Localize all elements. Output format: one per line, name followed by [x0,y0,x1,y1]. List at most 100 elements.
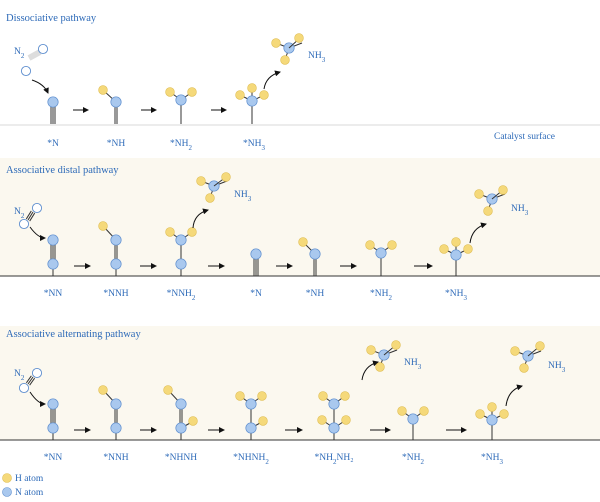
alternating-molecules: N2 NH3 NH3 [14,340,566,440]
h-atom [235,90,245,100]
n2-atom-outline [37,43,49,55]
triple-bond [29,377,36,386]
h-atom [280,55,290,65]
distal-molecules: N2 NH3 NH3 [14,172,529,276]
n-atom [245,398,257,410]
adsorb-arrow [29,391,46,407]
n2-label: N2 [14,47,25,60]
dissociative-section: Dissociative pathway Catalyst surface N2… [0,13,600,152]
triple-bond [27,376,34,385]
n2-label: N2 [14,369,25,382]
catalyst-surface-label: Catalyst surface [494,131,555,142]
n2-atom-outline [31,367,43,379]
h-atom [98,85,108,95]
n2-atom-outline [18,218,30,230]
h-atom [499,409,509,419]
triple-bond [29,212,36,222]
triple-bond [25,210,32,220]
species-label-distal-1: *NN [44,289,63,299]
n2-atom-outline [18,382,30,394]
h-atom [366,345,376,355]
n-atom [450,249,462,261]
nh3-product-label: NH3 [234,190,252,203]
alternating-band [0,326,600,440]
n-atom [47,96,59,108]
release-arrow-2 [505,384,523,407]
h-atom [235,391,245,401]
alternating-labels: *NN *NNH *NHNH *NHNH2 *NH2NH₂ *NH2 *NH3 [44,453,504,466]
n-atom [175,422,187,434]
h-atom [535,341,545,351]
h-atom [165,87,175,97]
n-atom [309,248,321,260]
species-label-alternating-3: *NHNH [165,453,197,463]
n2-atom-outline [31,202,43,214]
h-atom [439,244,449,254]
species-label-alternating-4: *NHNH2 [233,453,269,466]
species-label-alternating-1: *NN [44,453,63,463]
h-atom [341,415,351,425]
h-atom [387,240,397,250]
dissociative-molecules: N2 NH3 [14,33,326,124]
species-label-distal-4: *N [250,289,262,299]
nh3-product-label: NH3 [308,51,326,64]
h-atom [258,416,268,426]
h-atom [98,385,108,395]
legend-h-atom-icon [2,473,12,483]
h-atom [317,415,327,425]
legend-n-atom-icon [2,487,12,497]
h-atom [375,362,385,372]
n-atom [175,398,187,410]
h-atom [483,206,493,216]
n-atom [110,398,122,410]
h-atom [318,391,328,401]
h-atom [510,346,520,356]
n-atom [175,258,187,270]
n-atom [407,413,419,425]
release-arrow-1 [361,360,379,381]
release-arrow-1 [263,70,281,90]
h-atom [187,227,197,237]
n-atom [47,234,59,246]
n-atom [175,94,187,106]
distal-band [0,158,600,276]
h-atom [221,172,231,182]
n-atom [246,95,258,107]
species-label-alternating-6: *NH2 [402,453,424,466]
h-atom [196,176,206,186]
species-label-dissociative-3: *NH2 [170,139,192,152]
species-label-alternating-5: *NH2NH₂ [314,453,353,466]
h-atom [165,227,175,237]
h-atom [271,38,281,48]
adsorb-arrow [29,226,46,241]
dissociative-labels: *N *NH *NH2 *NH3 [47,139,265,152]
h-atom [487,402,497,412]
n-atom [245,422,257,434]
n2-atom-outline [20,65,32,77]
h-atom [519,363,529,373]
legend-n-label: N atom [15,488,44,498]
h-atom [474,189,484,199]
species-label-distal-7: *NH3 [445,289,467,302]
adsorb-arrow [31,79,49,94]
h-atom [259,90,269,100]
h-atom [391,340,401,350]
n-atom [110,422,122,434]
h-atom [340,391,350,401]
n-atom [250,248,262,260]
species-label-dissociative-1: *N [47,139,59,149]
species-label-distal-2: *NNH [103,289,128,299]
h-atom [498,185,508,195]
species-label-distal-3: *NNH2 [167,289,196,302]
distal-labels: *NN *NNH *NNH2 *N *NH *NH2 *NH3 [44,289,468,302]
nh3-product-label: NH3 [404,358,422,371]
release-arrow-1 [192,208,209,229]
h-atom [397,406,407,416]
n-atom [175,234,187,246]
triple-bond [25,375,32,384]
h-atom [419,406,429,416]
n-atom [47,422,59,434]
section-title-dissociative: Dissociative pathway [6,13,97,24]
triple-bond [27,211,34,221]
h-atom [294,33,304,43]
